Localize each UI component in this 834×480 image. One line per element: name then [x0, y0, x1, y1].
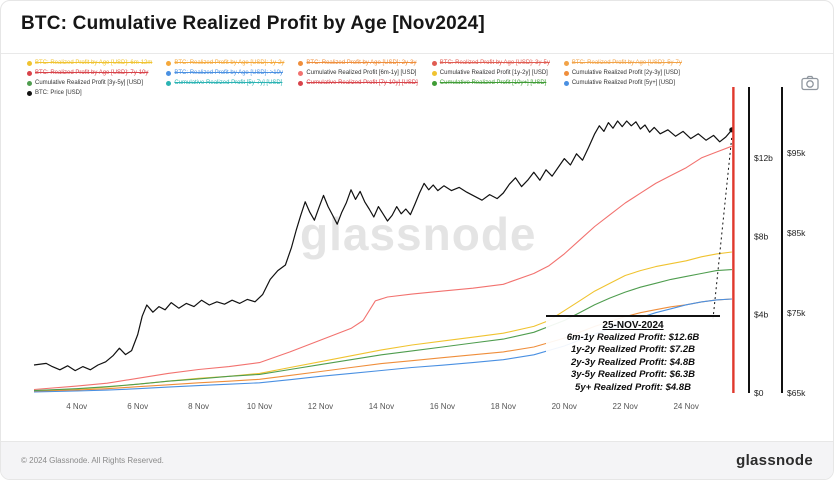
price-axis-tick-label: $95k [787, 148, 806, 158]
legend-label: BTC: Realized Profit by Age [USD]: 5y-7y [571, 60, 682, 66]
callout-connector-line [712, 135, 733, 320]
legend-swatch [431, 81, 437, 86]
legend-item[interactable]: BTC: Realized Profit by Age [USD]: 5y-7y [563, 60, 682, 67]
legend-item[interactable]: BTC: Realized Profit by Age [USD]: 6m-12… [27, 60, 152, 67]
legend-label: Cumulative Realized Profit [1y-2y] [USD] [439, 70, 548, 76]
page-title: BTC: Cumulative Realized Profit by Age [… [21, 13, 485, 34]
callout-line: 5y+ Realized Profit: $4.8B [575, 381, 691, 393]
legend-swatch [27, 81, 32, 86]
legend-swatch [563, 81, 569, 86]
legend-swatch [431, 61, 437, 66]
price-axis-tick-label: $65k [787, 388, 806, 398]
legend-item[interactable]: Cumulative Realized Profit [3y-5y] [USD] [27, 80, 152, 87]
callout-line: 2y-3y Realized Profit: $4.8B [570, 356, 696, 368]
legend-item[interactable]: BTC: Realized Profit by Age [USD]: 7y-10… [27, 70, 152, 77]
profit-axis-tick-label: $12b [754, 153, 773, 163]
legend-label: Cumulative Realized Profit [7y-10y] [USD… [306, 80, 418, 86]
legend-label: BTC: Realized Profit by Age [USD]: 7y-10… [35, 70, 149, 76]
legend: BTC: Realized Profit by Age [USD]: 6m-12… [27, 60, 682, 97]
legend-item[interactable]: Cumulative Realized Profit [1y-2y] [USD] [431, 70, 550, 77]
x-axis-tick-label: 4 Nov [66, 402, 87, 411]
camera-glyph [801, 75, 819, 91]
x-axis-tick-label: 6 Nov [127, 402, 148, 411]
header-divider [1, 53, 833, 54]
footer: © 2024 Glassnode. All Rights Reserved. g… [1, 441, 833, 479]
legend-item[interactable]: Cumulative Realized Profit [7y-10y] [USD… [298, 80, 418, 87]
legend-label: BTC: Realized Profit by Age [USD]: 3y-5y [439, 60, 550, 66]
legend-item[interactable]: Cumulative Realized Profit [10y+] [USD] [431, 80, 550, 87]
legend-swatch [563, 71, 569, 76]
legend-swatch [27, 91, 32, 96]
legend-label: BTC: Realized Profit by Age [USD]: >10y [174, 70, 283, 76]
profit-axis-tick-label: $4b [754, 310, 768, 320]
series-line-cum-6m-1y [33, 145, 733, 391]
x-axis-tick-label: 8 Nov [188, 402, 209, 411]
x-axis-tick-label: 12 Nov [308, 402, 333, 411]
series-line-cum-2y-3y [33, 298, 732, 392]
x-axis-tick-label: 14 Nov [369, 402, 394, 411]
x-axis-tick-label: 22 Nov [613, 402, 638, 411]
profit-axis-tick-label: $8b [754, 231, 768, 241]
legend-item[interactable]: BTC: Realized Profit by Age [USD]: 1y-2y [166, 60, 284, 67]
legend-item[interactable]: Cumulative Realized Profit [6m-1y] [USD] [298, 70, 417, 77]
callout-line: 1y-2y Realized Profit: $7.2B [570, 344, 696, 356]
legend-label: Cumulative Realized Profit [5y+] [USD] [571, 80, 676, 86]
x-axis-tick-label: 16 Nov [430, 402, 455, 411]
callout-line: 6m-1y Realized Profit: $12.6B [566, 332, 700, 343]
camera-icon[interactable] [801, 75, 819, 94]
legend-item[interactable]: Cumulative Realized Profit [5y+] [USD] [563, 80, 682, 87]
series-line-btc-price [33, 120, 733, 372]
legend-item[interactable]: Cumulative Realized Profit [5y-7y] [USD] [166, 80, 284, 87]
legend-swatch [166, 81, 172, 86]
profit-axis-tick-label: $0 [754, 388, 764, 398]
legend-swatch [27, 71, 32, 76]
legend-label: Cumulative Realized Profit [6m-1y] [USD] [306, 70, 417, 76]
legend-label: BTC: Realized Profit by Age [USD]: 1y-2y [174, 60, 285, 66]
callout-line: 3y-5y Realized Profit: $6.3B [570, 369, 696, 381]
x-axis-tick-label: 24 Nov [673, 402, 698, 411]
date-callout: 25-NOV-2024 6m-1y Realized Profit: $12.6… [546, 315, 720, 397]
x-axis-tick-label: 18 Nov [491, 402, 516, 411]
series-line-cum-3y-5y [33, 269, 732, 392]
price-axis-tick-label: $85k [787, 228, 806, 238]
legend-item[interactable]: BTC: Realized Profit by Age [USD]: 3y-5y [431, 60, 550, 67]
legend-swatch [563, 61, 569, 66]
callout-lines: 6m-1y Realized Profit: $12.6B 1y-2y Reali… [550, 332, 716, 394]
legend-swatch [431, 71, 437, 76]
legend-label: Cumulative Realized Profit [10y+] [USD] [439, 80, 547, 86]
legend-item[interactable]: BTC: Realized Profit by Age [USD]: >10y [166, 70, 284, 77]
copyright-text: © 2024 Glassnode. All Rights Reserved. [21, 456, 164, 465]
legend-swatch [166, 71, 172, 76]
legend-swatch [298, 81, 304, 86]
legend-label: BTC: Realized Profit by Age [USD]: 6m-12… [35, 60, 153, 66]
legend-item[interactable]: Cumulative Realized Profit [2y-3y] [USD] [563, 70, 682, 77]
series-line-cum-5y-plus [33, 298, 732, 393]
legend-label: Cumulative Realized Profit [3y-5y] [USD] [35, 80, 144, 86]
legend-item[interactable]: BTC: Price [USD] [27, 90, 152, 97]
callout-date: 25-NOV-2024 [602, 320, 664, 331]
x-axis-tick-label: 20 Nov [552, 402, 577, 411]
legend-swatch [298, 71, 304, 76]
glassnode-logo: glassnode [736, 452, 813, 469]
legend-label: BTC: Realized Profit by Age [USD]: 2y-3y [306, 60, 417, 66]
price-axis-tick-label: $75k [787, 308, 806, 318]
legend-swatch [166, 61, 172, 66]
legend-label: Cumulative Realized Profit [5y-7y] [USD] [174, 80, 283, 86]
legend-swatch [27, 61, 32, 66]
legend-swatch [298, 61, 304, 66]
x-axis-tick-label: 10 Nov [247, 402, 272, 411]
legend-item[interactable]: BTC: Realized Profit by Age [USD]: 2y-3y [298, 60, 417, 67]
legend-label: BTC: Price [USD] [35, 90, 82, 96]
legend-label: Cumulative Realized Profit [2y-3y] [USD] [571, 70, 680, 76]
